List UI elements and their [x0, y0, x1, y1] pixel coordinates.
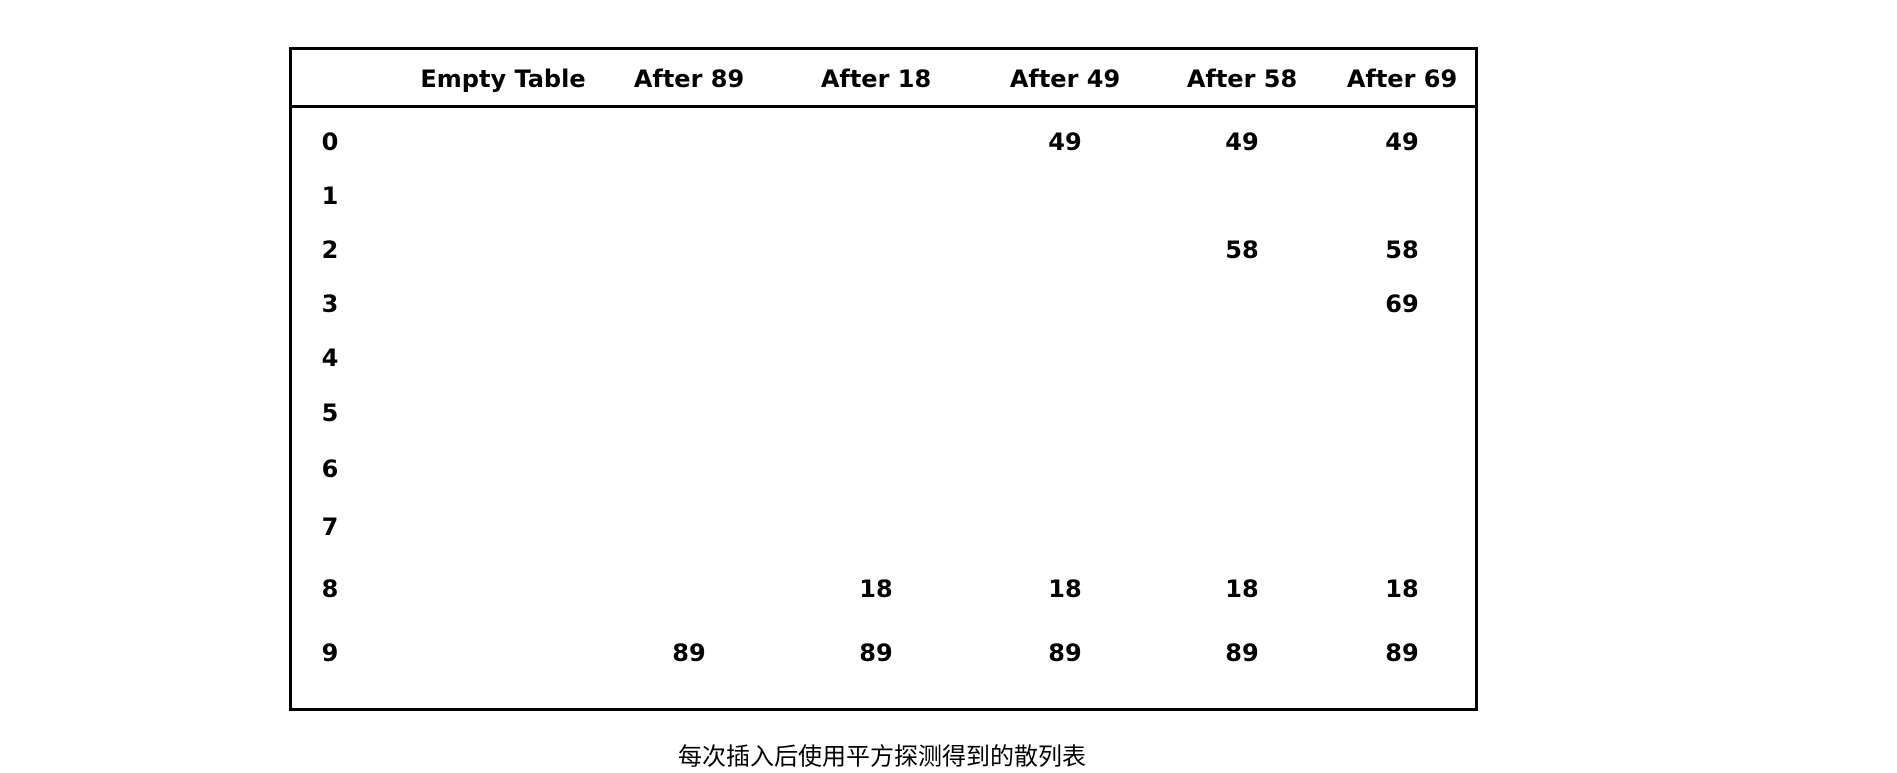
table-cell: 89 [1048, 639, 1082, 667]
table-cell: 18 [1048, 575, 1082, 603]
table-cell: 49 [1385, 128, 1419, 156]
row-index: 6 [321, 455, 339, 483]
hash-table-frame [289, 47, 1478, 711]
column-header: After 49 [1009, 65, 1121, 93]
row-index: 2 [321, 236, 339, 264]
table-cell: 69 [1385, 290, 1419, 318]
column-header: After 69 [1346, 65, 1458, 93]
table-cell: 58 [1385, 236, 1419, 264]
table-cell: 89 [1225, 639, 1259, 667]
table-cell: 18 [1385, 575, 1419, 603]
table-cell: 89 [1385, 639, 1419, 667]
row-index: 8 [321, 575, 339, 603]
column-header: Empty Table [420, 65, 586, 93]
column-header: After 89 [633, 65, 745, 93]
header-divider [289, 105, 1478, 108]
table-cell: 49 [1225, 128, 1259, 156]
row-index: 5 [321, 399, 339, 427]
table-cell: 58 [1225, 236, 1259, 264]
row-index: 1 [321, 182, 339, 210]
figure-caption: 每次插入后使用平方探测得到的散列表 [678, 742, 1086, 771]
column-header: After 18 [820, 65, 932, 93]
row-index: 4 [321, 344, 339, 372]
row-index: 0 [321, 128, 339, 156]
table-cell: 18 [1225, 575, 1259, 603]
table-cell: 89 [859, 639, 893, 667]
column-header: After 58 [1186, 65, 1298, 93]
row-index: 3 [321, 290, 339, 318]
table-cell: 89 [672, 639, 706, 667]
table-cell: 18 [859, 575, 893, 603]
row-index: 7 [321, 513, 339, 541]
table-cell: 49 [1048, 128, 1082, 156]
row-index: 9 [321, 639, 339, 667]
